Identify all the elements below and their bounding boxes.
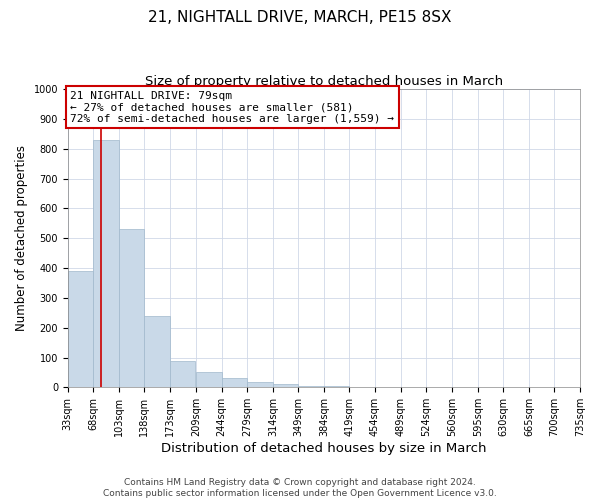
Bar — [247, 382, 273, 388]
Bar — [222, 378, 247, 388]
Text: Contains HM Land Registry data © Crown copyright and database right 2024.
Contai: Contains HM Land Registry data © Crown c… — [103, 478, 497, 498]
Y-axis label: Number of detached properties: Number of detached properties — [15, 146, 28, 332]
Text: 21, NIGHTALL DRIVE, MARCH, PE15 8SX: 21, NIGHTALL DRIVE, MARCH, PE15 8SX — [148, 10, 452, 25]
Bar — [273, 384, 298, 388]
Bar — [119, 230, 145, 388]
Bar — [170, 360, 196, 388]
Text: 21 NIGHTALL DRIVE: 79sqm
← 27% of detached houses are smaller (581)
72% of semi-: 21 NIGHTALL DRIVE: 79sqm ← 27% of detach… — [70, 90, 394, 124]
Bar — [68, 271, 94, 388]
Bar — [349, 387, 375, 388]
X-axis label: Distribution of detached houses by size in March: Distribution of detached houses by size … — [161, 442, 487, 455]
Bar — [324, 386, 349, 388]
Bar — [94, 140, 119, 388]
Bar — [196, 372, 222, 388]
Bar — [145, 316, 170, 388]
Bar — [298, 386, 324, 388]
Title: Size of property relative to detached houses in March: Size of property relative to detached ho… — [145, 75, 503, 88]
